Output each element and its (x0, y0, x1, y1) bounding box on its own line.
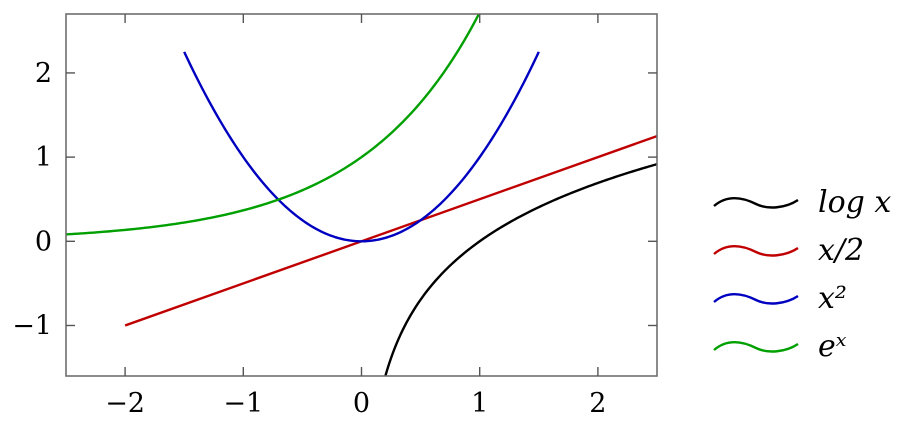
series-line-3 (66, 14, 481, 236)
x-tick-label: 0 (353, 388, 370, 419)
legend-swatch (713, 341, 799, 353)
y-tick-label: 2 (35, 58, 52, 89)
legend: log x x/2 x² eˣ (713, 185, 891, 364)
x-tick-label: 2 (589, 388, 606, 419)
legend-swatch (713, 197, 799, 209)
series-layer (66, 14, 657, 376)
legend-swatch (713, 245, 799, 257)
series-line-0 (384, 163, 657, 376)
y-tick-label: 0 (35, 226, 52, 257)
legend-label: eˣ (818, 329, 847, 364)
legend-label: log x (818, 185, 891, 220)
x-tick-label: −2 (105, 388, 145, 419)
ticks-layer: −2 −1 0 1 2 −1 0 1 2 (12, 14, 657, 419)
x-tick-label: −1 (223, 388, 263, 419)
y-tick-label: −1 (12, 310, 52, 341)
legend-label: x² (818, 281, 847, 316)
x-tick-label: 1 (471, 388, 488, 419)
legend-label: x/2 (818, 233, 864, 268)
y-tick-label: 1 (35, 142, 52, 173)
series-line-2 (183, 51, 540, 243)
legend-swatch (713, 293, 799, 305)
series-line-1 (124, 134, 657, 327)
